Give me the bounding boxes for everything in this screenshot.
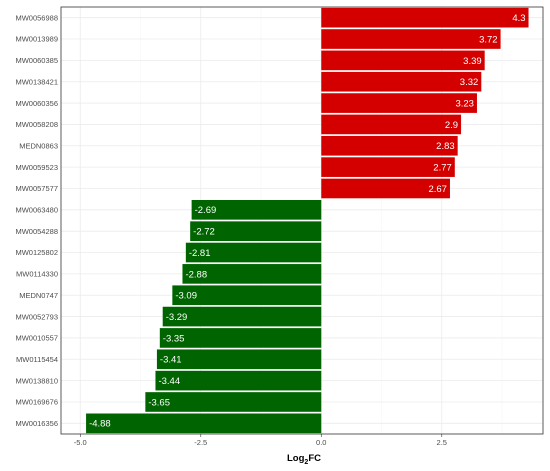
bar-MW0115454 — [156, 349, 322, 370]
bar-MW0058208 — [321, 114, 462, 135]
y-tick-label: MW0169676 — [15, 398, 58, 407]
bar-MW0138810 — [155, 370, 322, 391]
value-label: 2.77 — [433, 163, 452, 174]
grid-lines — [61, 7, 543, 434]
value-label: -3.65 — [148, 397, 170, 408]
plot-panel-border — [60, 6, 544, 435]
y-tick-label: MW0013989 — [15, 35, 58, 44]
y-tick-label: MEDN0863 — [19, 141, 58, 150]
y-tick-label: MW0060385 — [15, 56, 58, 65]
y-tick-label: MW0114330 — [16, 270, 58, 279]
value-label: 3.39 — [463, 56, 482, 67]
y-tick-label: MW0115454 — [16, 355, 58, 364]
y-tick-label: MW0052793 — [15, 312, 58, 321]
bar-MW0056988 — [321, 7, 529, 28]
x-tick-label: 0.0 — [316, 438, 326, 447]
value-label: -2.88 — [185, 269, 207, 280]
value-label: 3.23 — [455, 98, 474, 109]
bar-MW0125802 — [185, 242, 322, 263]
y-tick-label: MW0060356 — [15, 99, 58, 108]
bar-MW0054288 — [190, 221, 322, 241]
value-label: -3.29 — [166, 312, 188, 323]
value-label: -3.35 — [163, 333, 185, 344]
bar-MW0063480 — [191, 200, 322, 220]
bar-MW0016356 — [86, 413, 322, 434]
value-label: 3.72 — [479, 34, 498, 45]
bar-MW0057577 — [321, 178, 450, 199]
value-label: -2.69 — [195, 205, 217, 216]
x-axis-title-tail: FC — [308, 453, 321, 464]
x-tick-label: -5.0 — [74, 438, 87, 447]
y-tick-label: MW0056988 — [15, 13, 58, 22]
bar-MW0010557 — [159, 328, 322, 348]
y-tick-label: MW0058208 — [15, 120, 58, 129]
y-tick-label: MW0059523 — [15, 163, 58, 172]
plot-panel-background — [61, 7, 543, 434]
bar-MEDN0747 — [172, 285, 322, 306]
x-axis-title-main: Log — [287, 453, 305, 464]
y-tick-label: MW0063480 — [15, 206, 58, 215]
bar-MW0052793 — [162, 306, 322, 327]
bar-MEDN0863 — [321, 135, 458, 156]
value-label: -3.09 — [175, 291, 197, 302]
value-label: 4.3 — [512, 13, 525, 24]
x-tick-label: -2.5 — [194, 438, 207, 447]
bar-MW0013989 — [321, 29, 501, 49]
y-tick-label: MW0138421 — [15, 77, 58, 86]
value-label: -3.41 — [160, 355, 182, 366]
value-label: -3.44 — [158, 376, 180, 387]
bar-MW0138421 — [321, 71, 482, 92]
value-label: 2.67 — [428, 184, 447, 195]
bar-MW0169676 — [145, 392, 322, 412]
y-tick-label: MEDN0747 — [19, 291, 58, 300]
value-label: -2.72 — [193, 227, 215, 238]
y-tick-label: MW0054288 — [15, 227, 58, 236]
bars: 4.3 3.72 3.39 3.32 3.23 2.9 2.83 2.77 2.67 -2.69 -… — [86, 7, 529, 434]
y-tick-label: MW0057577 — [15, 184, 58, 193]
value-label: 3.32 — [460, 77, 479, 88]
bar-MW0060385 — [321, 50, 485, 71]
x-axis-title: Log2FC — [287, 453, 321, 466]
value-label: -4.88 — [89, 419, 111, 430]
y-axis-labels: MW0056988 MW0013989 MW0060385 MW0138421 MW00… — [15, 13, 58, 428]
value-label: 2.83 — [436, 141, 455, 152]
bar-MW0059523 — [321, 157, 455, 177]
value-label: -2.81 — [189, 248, 211, 259]
x-tick-label: 2.5 — [437, 438, 447, 447]
y-tick-label: MW0125802 — [15, 248, 58, 257]
y-tick-label: MW0010557 — [15, 334, 58, 343]
y-tick-label: MW0016356 — [15, 419, 58, 428]
value-label: 2.9 — [445, 120, 458, 131]
bar-MW0114330 — [182, 264, 322, 284]
bar-MW0060356 — [321, 93, 477, 113]
x-axis-ticks: -5.0 -2.5 0.0 2.5 — [74, 434, 447, 447]
y-tick-label: MW0138810 — [15, 376, 58, 385]
x-axis-title-subscript: 2 — [304, 459, 308, 466]
